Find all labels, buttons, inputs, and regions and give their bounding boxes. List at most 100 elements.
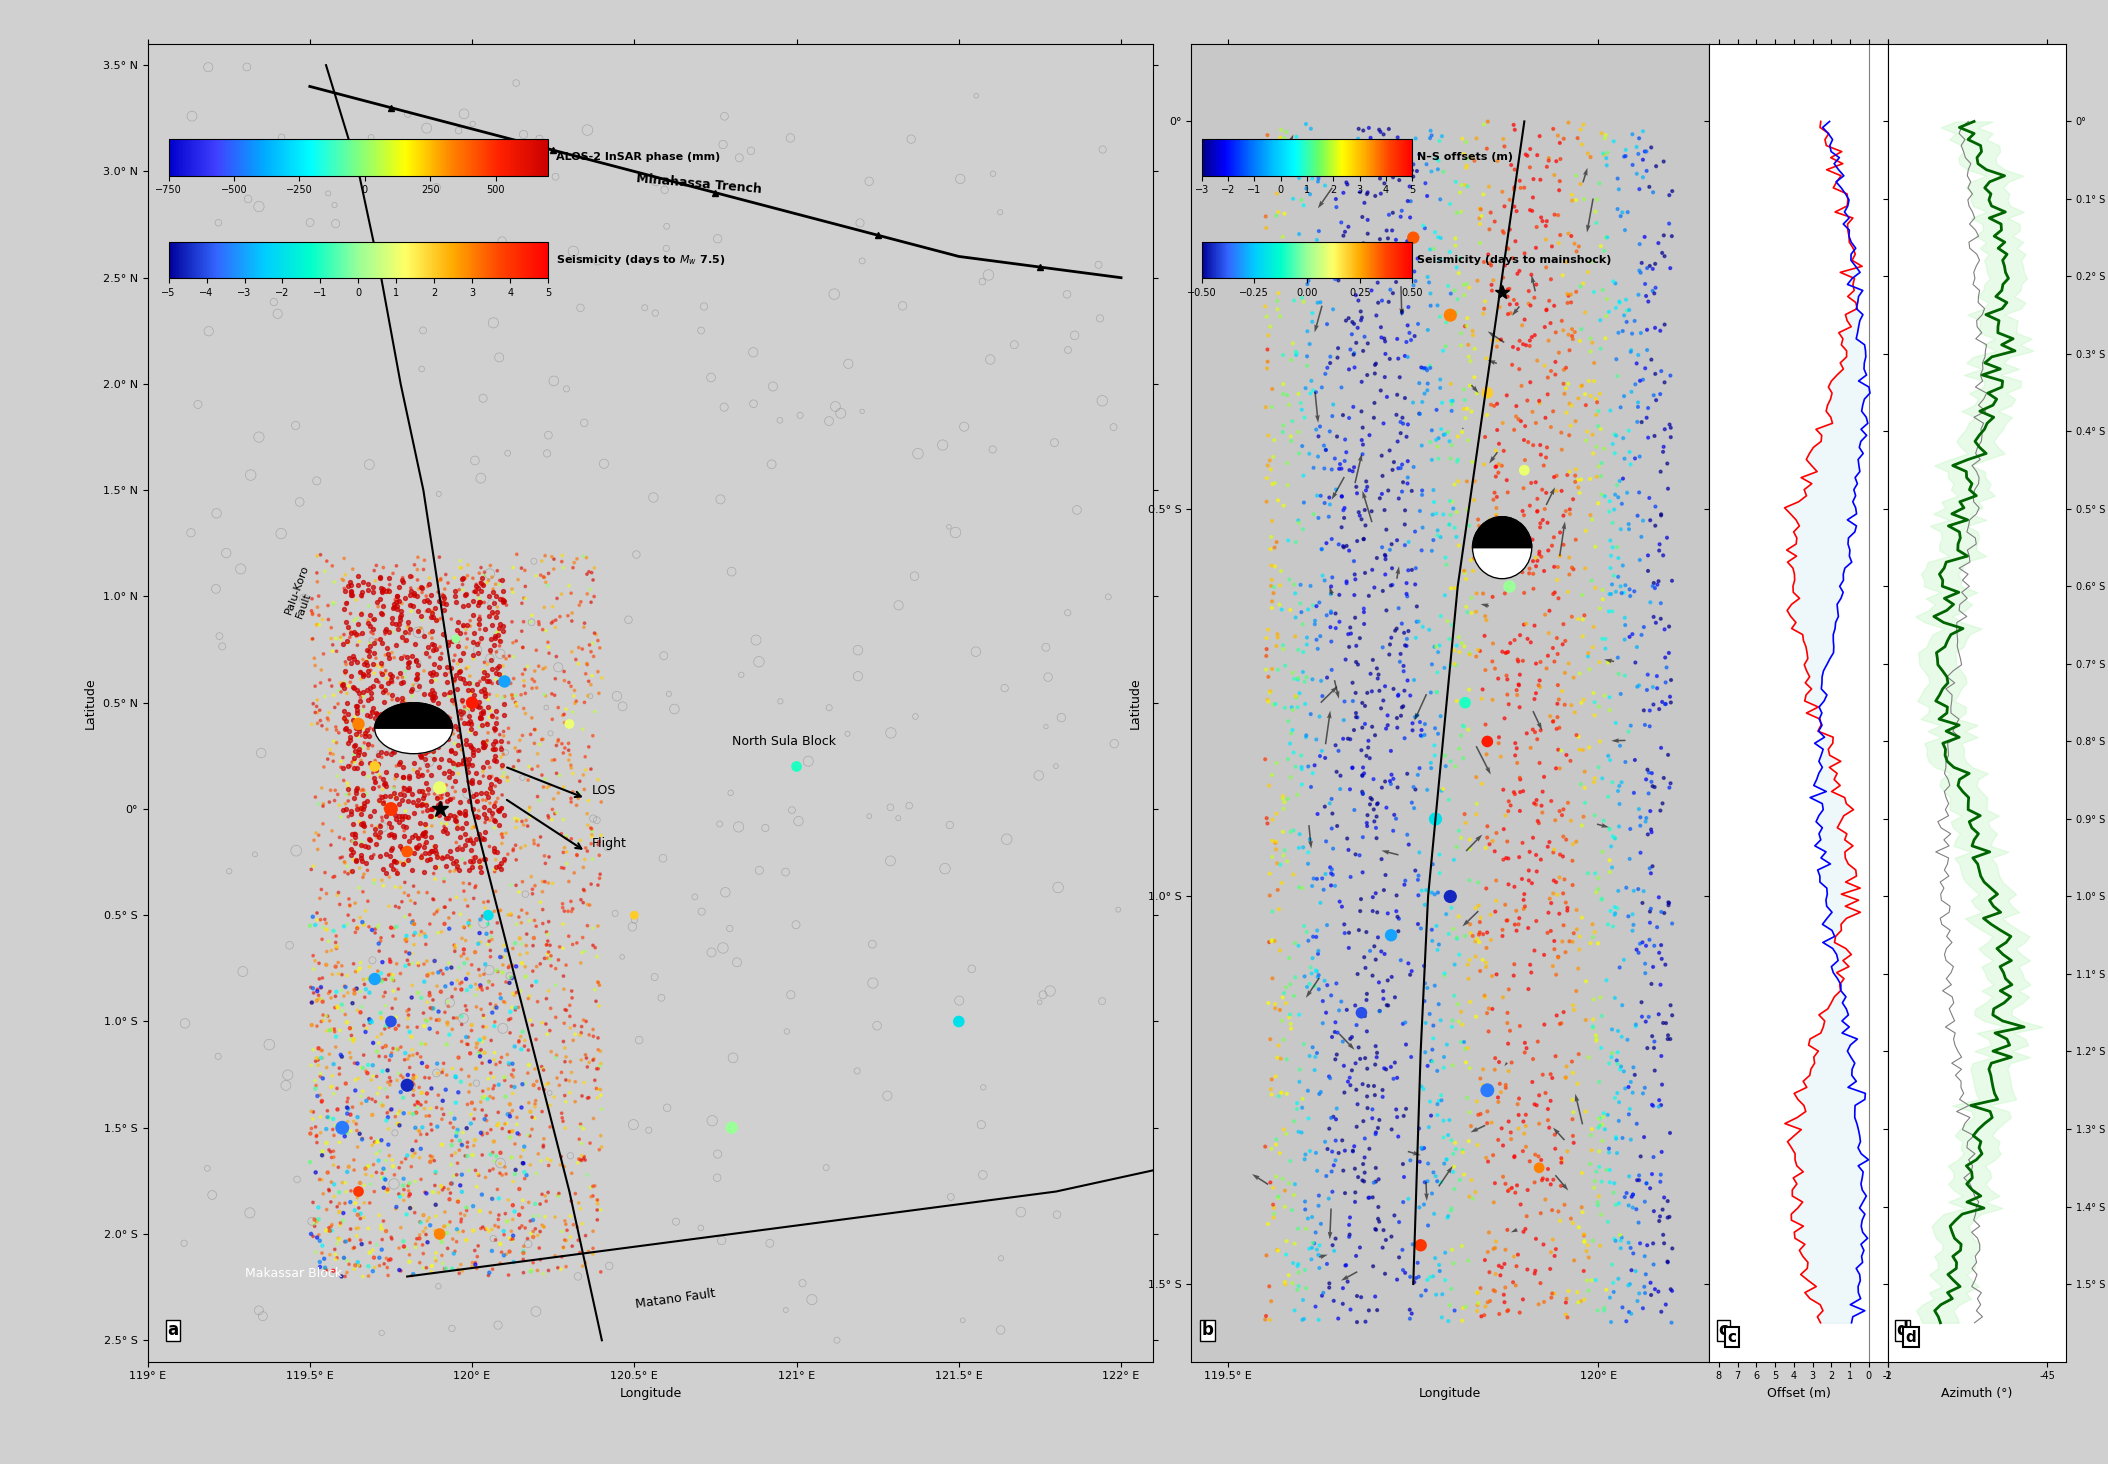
Point [1265,1167,1299,1190]
Point [510,902,544,925]
Point [1351,332,1385,356]
Point [398,584,432,608]
Point [1320,760,1353,783]
Point [434,750,468,773]
Point [1524,793,1558,817]
Point [1543,545,1577,568]
Point [1556,1101,1589,1124]
Point [934,814,968,837]
Point [476,672,510,695]
Point [1387,1165,1421,1189]
Point [428,817,462,840]
Point [434,1101,468,1124]
Point [320,950,354,974]
Point [455,1013,489,1037]
Point [1503,624,1537,647]
Point [516,1220,550,1243]
Point [312,1243,346,1266]
Point [1442,625,1476,649]
Point [363,1139,396,1162]
Point [1575,145,1608,168]
Point [1387,512,1421,536]
Point [413,750,447,773]
Point [1587,485,1621,508]
Point [1383,422,1417,445]
Point [476,1078,510,1101]
Point [1419,398,1452,422]
Point [506,1241,540,1265]
Point [405,1211,438,1234]
Point [436,776,470,799]
Point [559,1091,592,1114]
Point [363,774,396,798]
Point [1541,587,1575,610]
Point [1444,201,1478,224]
Point [392,1171,426,1195]
Point [1250,490,1284,514]
Point [1596,1017,1629,1041]
Point [396,874,430,897]
Point [392,1243,426,1266]
Point [1288,914,1322,937]
Point [1522,1083,1556,1107]
Point [474,628,508,651]
Point [527,1215,561,1239]
Point [337,823,371,846]
Point [538,668,571,691]
Point [441,1230,474,1253]
Point [472,594,506,618]
Point [1360,303,1393,326]
Point [1366,411,1400,435]
Point [316,1259,350,1282]
Point [546,1246,580,1269]
Point [565,1132,599,1155]
Point [523,610,557,634]
Point [363,788,396,811]
Point [320,783,354,807]
Point [464,1217,497,1240]
Point [1568,603,1602,627]
Point [382,575,415,599]
Point [563,829,597,852]
Point [605,694,639,717]
Point [419,710,453,733]
Point [1450,272,1484,296]
Point [1507,897,1541,921]
Point [449,671,483,694]
Point [401,836,434,859]
Point [548,1155,582,1179]
Point [398,1116,432,1139]
Point [1271,748,1305,772]
Point [447,1121,481,1145]
Point [1339,1157,1372,1180]
Point [485,826,519,849]
Point [1621,675,1655,698]
Point [451,678,485,701]
Point [1514,953,1547,976]
Point [371,1117,405,1140]
Point [1585,578,1619,602]
Point [1360,947,1393,971]
Point [405,744,438,767]
Point [1313,1272,1347,1296]
Point [645,987,679,1010]
Point [1539,1044,1573,1067]
Point [1651,656,1684,679]
Point [1391,449,1425,473]
Point [323,793,356,817]
Point [489,821,523,845]
Point [873,849,906,873]
Point [506,1234,540,1258]
Point [1436,1015,1469,1038]
Point [1438,517,1471,540]
Point [1486,266,1520,290]
Point [1284,391,1318,414]
Point [563,1241,597,1265]
Point [1516,562,1549,586]
Point [1476,280,1509,303]
Point [445,1013,479,1037]
Point [363,1149,396,1173]
Point [1568,429,1602,452]
Point [1613,299,1646,322]
Point [483,1073,516,1097]
